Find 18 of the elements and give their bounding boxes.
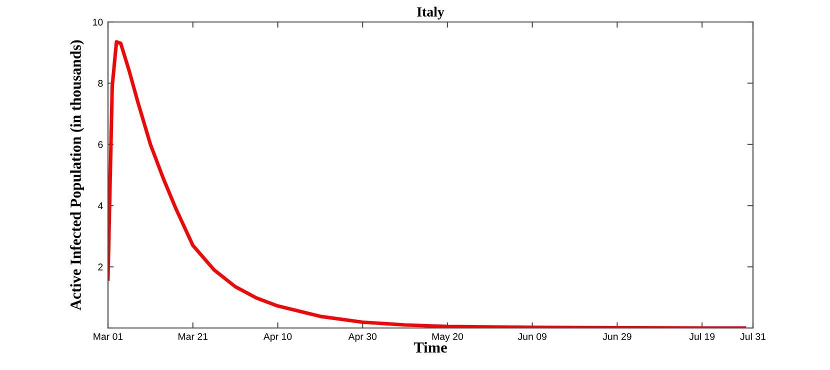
- y-tick-label: 10: [93, 18, 103, 26]
- x-axis-title: Time: [414, 342, 447, 353]
- x-tick-label: Apr 10: [263, 333, 292, 342]
- y-tick-label: 4: [98, 202, 103, 210]
- x-tick-label: Jun 09: [518, 333, 546, 340]
- x-tick-label: Jul 31: [740, 332, 766, 340]
- x-tick-label: Mar 21: [178, 333, 208, 340]
- y-axis-title: Active Infected Population (in thousands): [70, 40, 84, 310]
- y-tick-label: 6: [98, 141, 103, 148]
- x-tick-label: May 20: [432, 333, 464, 342]
- line-series: [108, 40, 746, 328]
- x-tick-label: Jul 19: [689, 332, 715, 340]
- y-tick-label: 2: [98, 264, 103, 270]
- x-tick-label: Jun 29: [602, 333, 632, 340]
- chart-title: Italy: [417, 6, 444, 20]
- x-tick-label: Mar 01: [94, 333, 123, 340]
- y-tick-label: 8: [98, 80, 103, 87]
- x-tick-label: Apr 30: [348, 333, 377, 342]
